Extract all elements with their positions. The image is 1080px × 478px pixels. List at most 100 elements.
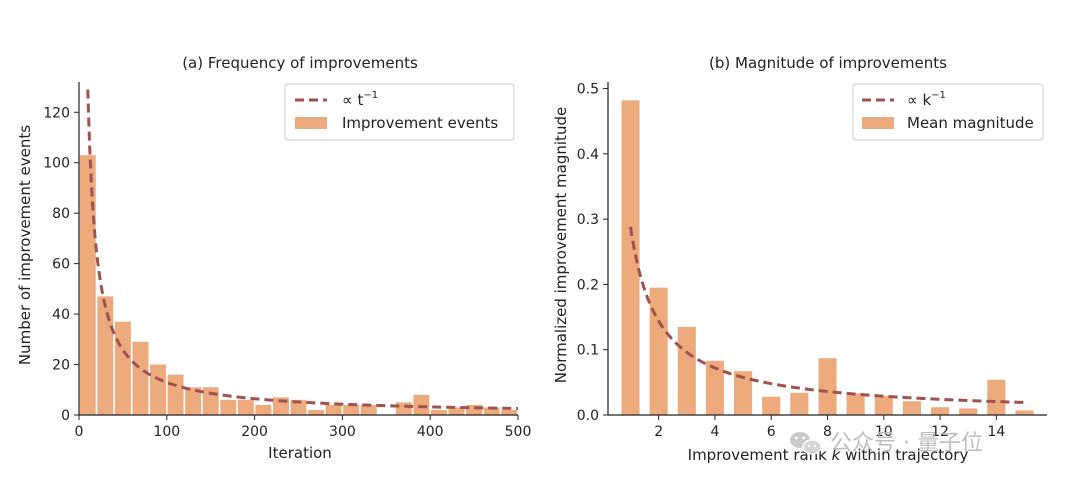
bar-a-15 bbox=[343, 404, 360, 415]
y-axis-label-b: Normalized improvement magnitude bbox=[552, 107, 570, 383]
bar-a-5 bbox=[167, 374, 184, 415]
bar-a-8 bbox=[220, 399, 237, 415]
legend-box-b bbox=[852, 83, 1044, 141]
legend-fit-sup-a: −1 bbox=[363, 90, 378, 101]
y-tick-label-a-1: 20 bbox=[52, 358, 70, 374]
bar-a-23 bbox=[483, 407, 500, 415]
bar-a-14 bbox=[325, 404, 342, 415]
y-tick-label-a-0: 0 bbox=[61, 408, 70, 424]
y-tick-label-b-3: 0.3 bbox=[577, 212, 599, 228]
y-tick-label-a-2: 40 bbox=[52, 307, 70, 323]
bar-b-8 bbox=[846, 393, 865, 415]
bar-a-18 bbox=[395, 402, 412, 415]
bar-b-3 bbox=[705, 360, 724, 415]
legend-fit-text-b: ∝ k bbox=[907, 91, 931, 109]
bar-b-0 bbox=[621, 100, 640, 416]
bar-a-24 bbox=[501, 409, 518, 415]
y-tick-label-b-1: 0.1 bbox=[577, 343, 599, 359]
panel-frequency: (a) Frequency of improvements 0 100 200 300… bbox=[16, 54, 531, 462]
bar-a-6 bbox=[185, 387, 202, 415]
y-ticks-a: 0 20 40 60 80 100 120 bbox=[43, 105, 79, 424]
panel-magnitude: (b) Magnitude of improvements 2 4 6 8 10 12 14… bbox=[552, 54, 1047, 464]
legend-fit-sup-b: −1 bbox=[931, 90, 946, 101]
chart-title-b: (b) Magnitude of improvements bbox=[709, 54, 947, 72]
bar-b-7 bbox=[818, 358, 837, 415]
bar-a-0 bbox=[79, 155, 96, 415]
bar-b-4 bbox=[734, 371, 753, 415]
y-ticks-b: 0.0 0.1 0.2 0.3 0.4 0.5 bbox=[577, 82, 608, 424]
bar-a-1 bbox=[97, 296, 114, 415]
bar-a-3 bbox=[132, 341, 149, 415]
y-axis-label-a: Number of improvement events bbox=[16, 125, 34, 365]
x-tick-label-a-1: 100 bbox=[153, 424, 180, 440]
bar-b-10 bbox=[902, 401, 921, 415]
legend-fit-text-a: ∝ t bbox=[342, 91, 363, 109]
bar-a-12 bbox=[290, 399, 307, 415]
legend-fit-label-b: ∝ k−1 bbox=[907, 90, 946, 109]
y-tick-label-a-4: 80 bbox=[52, 206, 70, 222]
x-tick-label-b-1: 4 bbox=[710, 424, 719, 440]
x-tick-label-a-4: 400 bbox=[417, 424, 444, 440]
bar-a-19 bbox=[413, 394, 430, 415]
x-tick-label-b-4: 10 bbox=[875, 424, 893, 440]
bar-a-22 bbox=[466, 404, 483, 415]
legend-fit-label-a: ∝ t−1 bbox=[342, 90, 378, 109]
x-tick-label-b-0: 2 bbox=[654, 424, 663, 440]
bar-b-6 bbox=[790, 392, 809, 415]
bar-a-21 bbox=[448, 407, 465, 415]
x-ticks-b: 2 4 6 8 10 12 14 bbox=[654, 415, 1005, 440]
y-tick-label-a-5: 100 bbox=[43, 156, 70, 172]
x-axis-label-b: Improvement rank k within trajectory bbox=[688, 446, 969, 464]
wechat-icon bbox=[790, 432, 822, 455]
x-tick-label-b-2: 6 bbox=[767, 424, 776, 440]
bar-b-5 bbox=[762, 396, 781, 415]
x-tick-label-b-5: 12 bbox=[931, 424, 949, 440]
bar-b-2 bbox=[677, 326, 696, 415]
x-tick-label-a-2: 200 bbox=[241, 424, 268, 440]
bar-b-11 bbox=[931, 407, 950, 415]
chart-title-a: (a) Frequency of improvements bbox=[182, 54, 418, 72]
x-ticks-a: 0 100 200 300 400 500 bbox=[75, 415, 532, 440]
bar-b-14 bbox=[1015, 410, 1034, 415]
x-axis-label-b-var: k bbox=[832, 446, 842, 464]
x-tick-label-a-0: 0 bbox=[75, 424, 84, 440]
bars-b bbox=[621, 100, 1034, 416]
y-tick-label-b-0: 0.0 bbox=[577, 408, 599, 424]
bar-b-1 bbox=[649, 287, 668, 415]
x-tick-label-b-3: 8 bbox=[823, 424, 832, 440]
bar-a-20 bbox=[431, 409, 447, 415]
bar-a-4 bbox=[150, 364, 166, 415]
bar-b-12 bbox=[959, 408, 978, 415]
x-tick-label-b-6: 14 bbox=[987, 424, 1005, 440]
legend-bar-label-b: Mean magnitude bbox=[907, 114, 1034, 132]
x-axis-label-b-part1: Improvement rank bbox=[688, 446, 832, 464]
fit-curve-a bbox=[86, 89, 519, 410]
bar-a-16 bbox=[360, 404, 377, 415]
y-tick-label-b-2: 0.2 bbox=[577, 277, 599, 293]
watermark: 公众号 · 量子位 bbox=[790, 431, 983, 456]
bar-b-13 bbox=[987, 379, 1006, 415]
y-tick-label-b-4: 0.4 bbox=[577, 147, 599, 163]
bar-a-10 bbox=[255, 404, 272, 415]
x-tick-label-a-3: 300 bbox=[329, 424, 356, 440]
legend-bar-label-a: Improvement events bbox=[342, 114, 498, 132]
legend-b: ∝ k−1 Mean magnitude bbox=[852, 83, 1044, 141]
y-tick-label-a-6: 120 bbox=[43, 105, 70, 121]
x-axis-label-b-part2: within trajectory bbox=[840, 446, 968, 464]
bar-a-2 bbox=[114, 321, 131, 415]
watermark-text: 公众号 · 量子位 bbox=[830, 431, 983, 456]
x-axis-label-a: Iteration bbox=[268, 444, 332, 462]
legend-bar-swatch-b bbox=[862, 117, 894, 129]
legend-a: ∝ t−1 Improvement events bbox=[284, 83, 515, 141]
bar-b-9 bbox=[874, 396, 893, 415]
y-tick-label-a-3: 60 bbox=[52, 257, 70, 273]
x-tick-label-a-5: 500 bbox=[505, 424, 532, 440]
bars-a bbox=[79, 155, 518, 415]
legend-box-a bbox=[284, 83, 515, 141]
bar-a-13 bbox=[308, 409, 325, 415]
y-tick-label-b-5: 0.5 bbox=[577, 82, 599, 98]
legend-bar-swatch-a bbox=[295, 117, 327, 129]
fit-curve-b bbox=[629, 226, 1025, 404]
bar-a-9 bbox=[237, 399, 254, 415]
